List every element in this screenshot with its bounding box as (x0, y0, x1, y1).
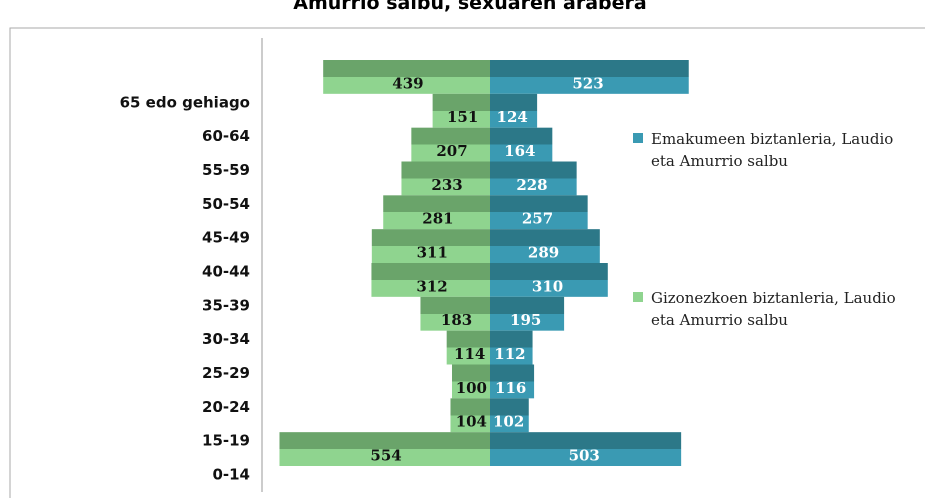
data-label: 151 (447, 108, 478, 126)
data-label: 257 (522, 210, 553, 228)
data-label: 523 (572, 74, 603, 92)
bar (323, 60, 490, 94)
legend-swatch (633, 133, 643, 143)
legend-label: Emakumeen biztanleria, Laudio eta Amurri… (651, 130, 894, 170)
legend-swatch (633, 292, 643, 302)
data-label: 312 (416, 277, 447, 295)
data-label: 164 (504, 142, 535, 160)
y-tick-label: 60-64 (202, 127, 250, 145)
data-label: 102 (493, 413, 524, 431)
data-label: 124 (497, 108, 528, 126)
bar (383, 195, 490, 230)
bar (490, 296, 565, 331)
y-tick-label: 15-19 (202, 432, 250, 450)
y-tick-label: 20-24 (202, 398, 250, 416)
bar (490, 263, 608, 297)
bar (371, 263, 490, 297)
bar (490, 229, 600, 263)
data-label: 114 (454, 345, 485, 363)
plot-border (9, 27, 925, 498)
data-label: 289 (528, 244, 559, 262)
bar (490, 195, 588, 230)
bar (490, 127, 553, 162)
data-label: 554 (370, 447, 401, 465)
bar (450, 398, 490, 433)
data-label: 228 (516, 176, 547, 194)
bar (490, 364, 535, 399)
legend-item: Gizonezkoen biztanleria, Laudio eta Amur… (633, 287, 911, 331)
data-label: 207 (436, 142, 467, 160)
bar (446, 330, 490, 365)
y-tick-label: 40-44 (202, 263, 250, 281)
y-tick-label: 50-54 (202, 195, 250, 213)
bar (452, 364, 490, 399)
bar (490, 330, 533, 365)
data-label: 233 (431, 176, 462, 194)
data-label: 104 (456, 413, 487, 431)
bar (490, 60, 689, 94)
bar (371, 229, 490, 263)
y-tick-label: 65 edo gehiago (120, 93, 250, 111)
data-label: 112 (494, 345, 525, 363)
data-label: 195 (510, 311, 541, 329)
data-label: 183 (441, 311, 472, 329)
y-tick-label: 30-34 (202, 330, 250, 348)
data-label: 116 (495, 379, 526, 397)
chart-title: Amurrio salbu, sexuaren arabera (293, 0, 646, 14)
bar (411, 127, 490, 162)
y-tick-label: 0-14 (212, 466, 250, 484)
data-label: 439 (392, 74, 423, 92)
data-label: 311 (417, 244, 448, 262)
bar (490, 432, 682, 466)
y-tick-label: 35-39 (202, 296, 250, 314)
bar (490, 398, 529, 433)
legend-label: Gizonezkoen biztanleria, Laudio eta Amur… (651, 289, 896, 329)
bar (432, 93, 490, 128)
y-tick-label: 55-59 (202, 161, 250, 179)
bar (420, 296, 490, 331)
data-label: 503 (569, 447, 600, 465)
bar (279, 432, 490, 466)
data-label: 310 (532, 277, 563, 295)
bar (401, 161, 490, 196)
y-tick-label: 25-29 (202, 364, 250, 382)
bar (490, 161, 577, 196)
data-label: 100 (456, 379, 487, 397)
data-label: 281 (422, 210, 453, 228)
y-tick-label: 45-49 (202, 229, 250, 247)
legend-item: Emakumeen biztanleria, Laudio eta Amurri… (633, 128, 911, 172)
bar (490, 93, 538, 128)
